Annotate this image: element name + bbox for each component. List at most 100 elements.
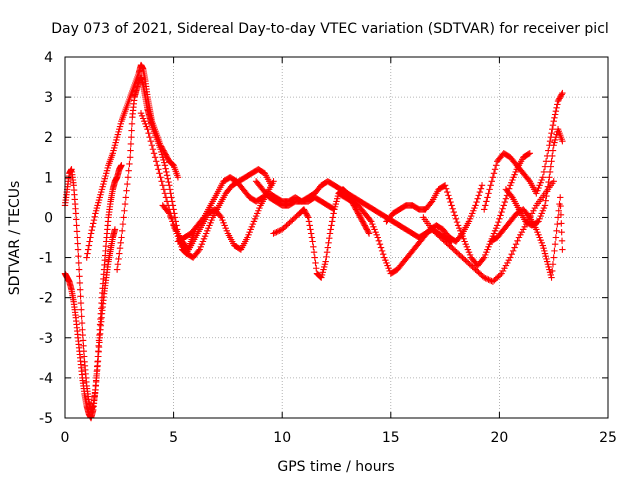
data-point	[75, 253, 82, 260]
data-point	[447, 198, 454, 206]
data-point	[84, 250, 91, 257]
data-point	[492, 162, 500, 169]
data-point	[270, 230, 277, 237]
data-point	[115, 255, 122, 263]
data-point	[475, 192, 482, 199]
data-point	[118, 234, 125, 241]
data-point	[554, 101, 561, 108]
data-point	[476, 188, 484, 196]
data-point	[322, 258, 329, 265]
data-point	[195, 247, 202, 255]
data-point	[553, 104, 560, 112]
data-point	[153, 158, 160, 165]
data-point	[73, 222, 80, 229]
data-point	[77, 293, 84, 300]
data-point	[310, 243, 317, 251]
x-tick-label: 25	[599, 430, 617, 446]
data-point	[166, 186, 174, 193]
data-point	[128, 134, 135, 141]
data-point	[124, 174, 132, 181]
data-point	[89, 223, 96, 231]
data-point	[150, 150, 158, 157]
y-tick-label: -3	[39, 331, 53, 347]
data-point	[553, 227, 560, 235]
data-point	[97, 310, 105, 317]
data-point	[551, 111, 559, 118]
data-point	[499, 205, 506, 212]
x-axis-label: GPS time / hours	[277, 459, 394, 475]
data-point	[557, 194, 564, 201]
data-point	[87, 234, 94, 241]
data-point	[312, 259, 319, 267]
data-point	[94, 353, 102, 360]
data-point	[549, 126, 556, 133]
data-point	[74, 246, 82, 253]
data-point	[480, 274, 488, 281]
data-point	[155, 166, 162, 173]
data-point	[79, 326, 86, 333]
data-point	[86, 238, 93, 245]
data-point	[548, 274, 555, 281]
data-point	[525, 212, 532, 220]
data-point	[121, 200, 129, 208]
axis-ticks: 0 5 10 15 20 25 -5 -4 -3 -2 -1 0 1 2 3 4	[39, 50, 617, 446]
data-point	[323, 253, 330, 261]
data-point	[496, 271, 504, 279]
data-point	[546, 168, 554, 176]
data-point	[88, 226, 95, 234]
data-point	[375, 237, 383, 245]
data-point	[120, 214, 127, 221]
data-point	[501, 198, 509, 206]
y-tick-label: -2	[39, 291, 53, 307]
data-point	[162, 194, 170, 201]
data-point	[151, 154, 159, 161]
data-point	[379, 251, 387, 258]
data-point	[525, 176, 532, 184]
data-point	[496, 215, 503, 222]
chart-title: Day 073 of 2021, Sidereal Day-to-day VTE…	[51, 21, 609, 37]
data-point	[157, 174, 164, 181]
data-point	[549, 147, 557, 154]
data-point	[156, 170, 163, 177]
data-point	[541, 202, 549, 209]
data-point	[378, 247, 386, 255]
data-point	[145, 130, 152, 137]
data-point	[126, 160, 133, 168]
data-point	[542, 158, 550, 165]
data-point	[122, 194, 130, 201]
data-point	[308, 234, 316, 241]
data-point	[166, 182, 173, 189]
data-point	[546, 174, 553, 181]
data-point	[77, 299, 85, 307]
data-point	[116, 244, 124, 252]
data-point	[558, 237, 566, 245]
data-point	[96, 331, 103, 339]
data-point	[376, 240, 384, 248]
data-point	[75, 259, 82, 267]
data-point	[167, 190, 174, 197]
data-point	[547, 163, 555, 170]
data-point	[548, 158, 555, 165]
y-tick-label: 4	[44, 50, 53, 66]
data-point	[488, 277, 495, 285]
data-point	[162, 165, 169, 172]
y-tick-label: 2	[44, 130, 53, 146]
data-point	[146, 134, 153, 141]
data-point	[541, 163, 549, 170]
data-point	[76, 273, 83, 280]
data-point	[324, 244, 332, 251]
data-point	[478, 182, 486, 189]
data-point	[365, 230, 373, 237]
data-point	[94, 358, 101, 366]
data-point	[125, 167, 132, 174]
data-point	[488, 178, 495, 185]
data-point	[543, 188, 551, 195]
data-point	[540, 168, 548, 176]
data-point	[83, 254, 90, 261]
data-point	[163, 172, 171, 179]
data-point	[111, 226, 119, 233]
data-point	[163, 168, 170, 176]
data-point	[374, 234, 381, 241]
data-point	[84, 246, 92, 253]
